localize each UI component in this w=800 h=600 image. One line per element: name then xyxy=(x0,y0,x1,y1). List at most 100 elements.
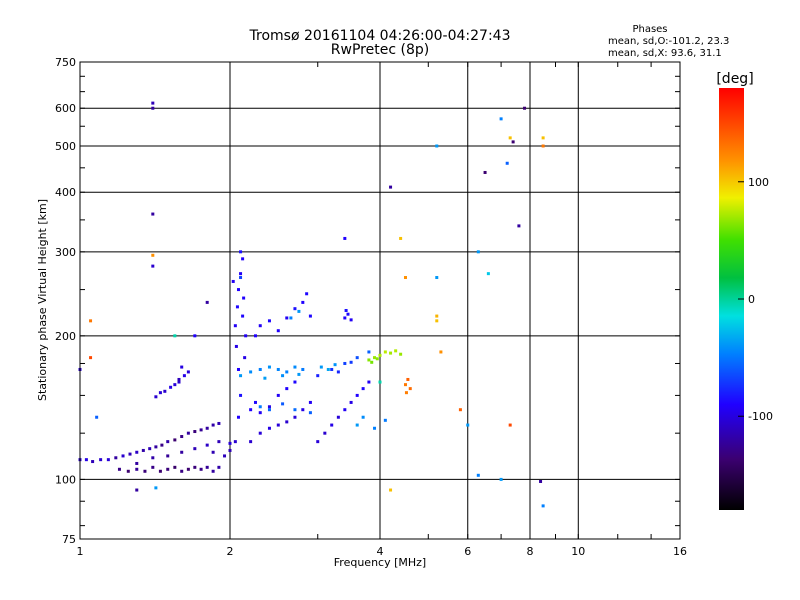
data-point xyxy=(91,460,95,464)
data-point xyxy=(389,185,393,189)
data-point xyxy=(158,391,162,395)
data-point xyxy=(378,353,382,357)
data-point xyxy=(241,257,245,261)
data-point xyxy=(258,367,262,371)
y-tick-label: 500 xyxy=(55,140,76,153)
data-point xyxy=(180,450,184,454)
x-tick-label: 6 xyxy=(464,545,471,558)
data-point xyxy=(476,250,480,254)
data-point xyxy=(263,376,267,380)
data-point xyxy=(199,467,203,471)
data-point xyxy=(173,383,177,387)
data-point xyxy=(193,465,197,469)
data-point xyxy=(517,224,521,228)
x-tick-label: 8 xyxy=(527,545,534,558)
data-point xyxy=(236,415,240,419)
data-point xyxy=(151,264,155,268)
data-point xyxy=(173,438,177,442)
data-point xyxy=(301,367,305,371)
data-point xyxy=(343,316,347,320)
data-point xyxy=(285,316,289,320)
data-point xyxy=(323,431,327,435)
colorbar-ticks: 100 0 -100 xyxy=(738,176,773,423)
phases-x-line: mean, sd,X: 93.6, 31.1 xyxy=(608,48,722,59)
data-point xyxy=(349,360,353,364)
data-point xyxy=(135,461,139,465)
data-point xyxy=(308,314,312,318)
data-point xyxy=(267,319,271,323)
data-point xyxy=(343,361,347,365)
data-point xyxy=(236,288,240,292)
data-point xyxy=(199,428,203,432)
y-axis-ticks: 75 100 200 300 400 500 600 750 xyxy=(55,56,680,546)
data-point xyxy=(285,387,289,391)
data-point xyxy=(233,324,237,328)
x-tick-label: 1 xyxy=(77,545,84,558)
data-point xyxy=(258,405,262,409)
data-point xyxy=(403,276,407,280)
data-point xyxy=(305,292,309,296)
data-point xyxy=(373,426,377,430)
data-point xyxy=(114,456,118,460)
data-point xyxy=(239,272,243,276)
data-point xyxy=(308,400,312,404)
data-point xyxy=(151,212,155,216)
data-point xyxy=(141,448,145,452)
data-point xyxy=(243,356,247,360)
data-point xyxy=(276,367,280,371)
data-point xyxy=(541,144,545,148)
data-point xyxy=(367,358,371,362)
data-point xyxy=(297,372,301,376)
data-point xyxy=(399,352,403,356)
data-point xyxy=(394,349,398,353)
data-point xyxy=(117,467,121,471)
data-point xyxy=(239,393,243,397)
data-point xyxy=(151,253,155,257)
data-point xyxy=(169,385,173,389)
y-tick-label: 300 xyxy=(55,246,76,259)
data-point xyxy=(151,456,155,460)
data-point xyxy=(166,454,170,458)
data-point xyxy=(177,377,181,381)
data-point xyxy=(293,408,297,412)
data-point xyxy=(408,387,412,391)
data-point xyxy=(403,383,407,387)
data-point xyxy=(253,400,257,404)
data-point xyxy=(508,136,512,140)
phases-title: Phases xyxy=(632,24,667,35)
data-point xyxy=(249,408,253,412)
data-point xyxy=(173,334,177,338)
data-point xyxy=(236,367,240,371)
data-point xyxy=(293,365,297,369)
data-point xyxy=(177,380,181,384)
y-tick-label: 75 xyxy=(62,533,76,546)
data-point xyxy=(404,391,408,395)
data-point xyxy=(135,488,139,492)
data-point xyxy=(154,445,158,449)
data-point xyxy=(293,380,297,384)
data-point xyxy=(166,440,170,444)
data-point xyxy=(151,106,155,110)
data-point xyxy=(258,411,262,415)
data-point xyxy=(186,467,190,471)
data-point xyxy=(293,415,297,419)
data-point xyxy=(205,300,209,304)
data-point xyxy=(235,305,239,309)
y-tick-label: 400 xyxy=(55,186,76,199)
data-point xyxy=(326,367,330,371)
data-point xyxy=(217,465,221,469)
data-point xyxy=(211,423,215,427)
data-point xyxy=(319,365,323,369)
data-point xyxy=(355,393,359,397)
data-point xyxy=(193,334,197,338)
data-point xyxy=(361,415,365,419)
data-point xyxy=(499,117,503,121)
y-tick-label: 100 xyxy=(55,473,76,486)
data-point xyxy=(173,465,177,469)
data-point xyxy=(308,411,312,415)
colorbar-tick-label: 0 xyxy=(748,293,755,306)
data-point xyxy=(539,479,543,483)
data-point xyxy=(241,314,245,318)
